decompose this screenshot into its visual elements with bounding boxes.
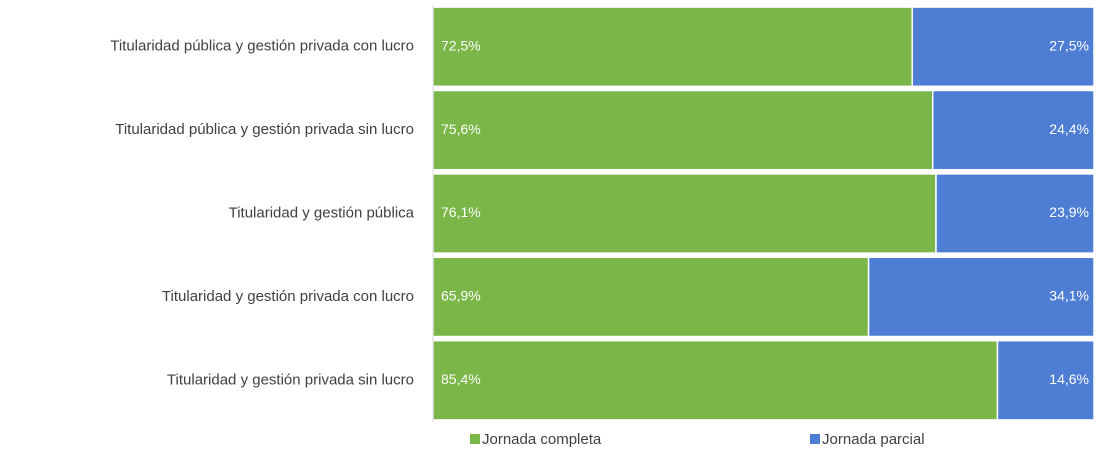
legend-swatch — [810, 434, 820, 444]
bar-segment — [432, 6, 913, 88]
data-label: 34,1% — [1049, 288, 1089, 304]
y-tick-label: Titularidad y gestión pública — [229, 204, 415, 221]
bar-segment — [867, 256, 1095, 338]
y-tick-label: Titularidad y gestión privada con lucro — [162, 288, 414, 305]
data-label: 24,4% — [1049, 121, 1089, 137]
y-tick-label: Titularidad pública y gestión privada si… — [115, 121, 414, 138]
bar-segment — [996, 339, 1095, 421]
legend-label: Jornada completa — [482, 431, 602, 448]
bar-segment — [432, 256, 870, 338]
legend-label: Jornada parcial — [822, 431, 925, 448]
data-label: 23,9% — [1049, 204, 1089, 220]
y-tick-label: Titularidad y gestión privada sin lucro — [167, 371, 414, 388]
y-tick-label: Titularidad pública y gestión privada co… — [110, 38, 414, 55]
data-label: 75,6% — [441, 121, 481, 137]
data-label: 72,5% — [441, 37, 481, 53]
data-label: 14,6% — [1049, 371, 1089, 387]
data-label: 65,9% — [441, 288, 481, 304]
bar-segment — [432, 173, 937, 254]
legend-swatch — [470, 434, 480, 444]
bar-segment — [935, 173, 1095, 254]
bar-segment — [931, 89, 1095, 171]
data-label: 85,4% — [441, 371, 481, 387]
data-label: 76,1% — [441, 204, 481, 220]
bar-segment — [432, 89, 934, 171]
bar-segment — [432, 339, 999, 421]
bar-segment — [911, 6, 1095, 88]
data-label: 27,5% — [1049, 37, 1089, 53]
